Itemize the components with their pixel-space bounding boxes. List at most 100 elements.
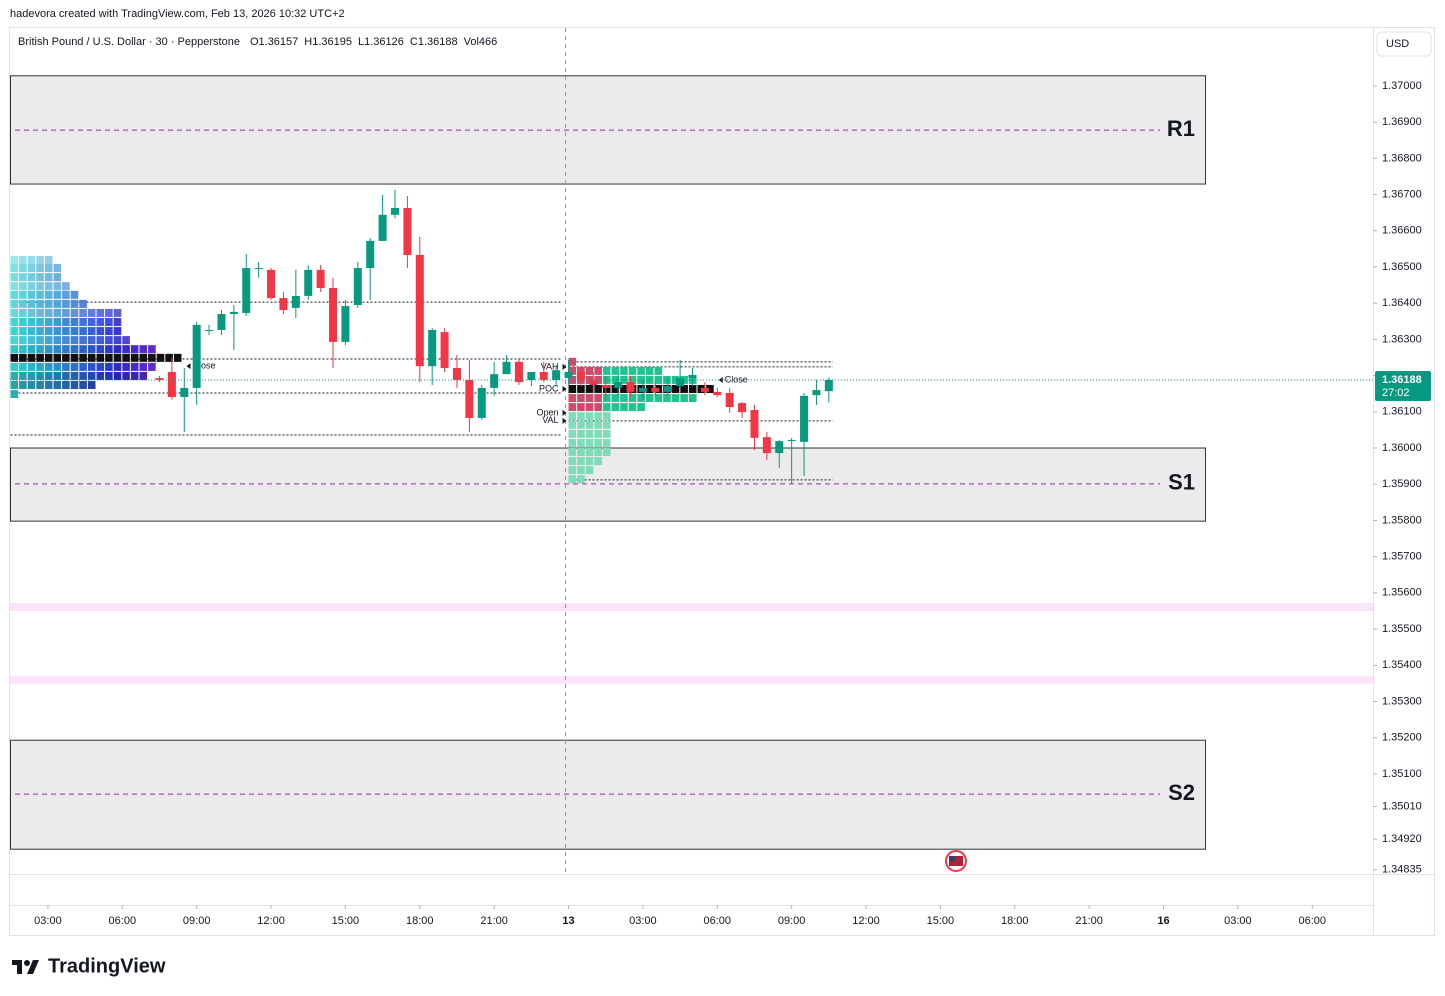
candle-body	[155, 378, 164, 380]
profile-cell	[130, 345, 139, 354]
profile-cell	[36, 256, 44, 265]
profile-cell	[620, 403, 628, 412]
candle-body	[713, 391, 722, 396]
y-tick-label: 1.34835	[1382, 864, 1422, 876]
x-tick-label: 16	[1157, 915, 1169, 927]
volume-value: 466	[479, 36, 497, 48]
profile-cell	[105, 327, 113, 336]
candle-body	[738, 403, 747, 413]
profile-cell	[62, 381, 70, 390]
ohlc-key: O	[250, 36, 259, 48]
profile-cell	[585, 466, 594, 475]
candle-body	[415, 255, 424, 367]
candle-body	[638, 387, 647, 392]
profile-cell	[53, 290, 62, 299]
profile-cell	[19, 299, 27, 308]
profile-row	[568, 475, 585, 484]
ohlc-value: 1.36157	[259, 36, 299, 48]
profile-cell	[27, 353, 36, 362]
profile-cell	[113, 336, 122, 345]
profile-cell	[10, 362, 19, 371]
x-tick-label: 18:00	[1001, 915, 1029, 927]
profile-cell	[654, 366, 663, 375]
candle-body	[651, 387, 660, 392]
price-tag	[1375, 370, 1431, 401]
profile-cell	[27, 336, 36, 345]
candle-body	[180, 387, 189, 397]
marker-arrow	[718, 376, 723, 383]
profile-cell	[113, 371, 122, 380]
profile-cell	[36, 290, 44, 299]
profile-cell	[577, 466, 585, 475]
y-tick-label: 1.36300	[1382, 333, 1422, 345]
candle-body	[378, 214, 387, 241]
title: British Pound / U.S. Dollar · 30 · Peppe…	[18, 36, 240, 48]
candle-body	[254, 268, 263, 270]
profile-cell	[594, 366, 602, 375]
profile-cell	[96, 327, 105, 336]
profile-cell	[27, 290, 36, 299]
profile-cell	[611, 375, 620, 384]
candle-body	[403, 207, 412, 256]
profile-cell	[113, 308, 122, 317]
profile-cell	[27, 264, 36, 273]
profile-cell	[70, 371, 79, 380]
profile-cell	[577, 403, 585, 412]
profile-cell	[44, 282, 53, 291]
profile-cell	[594, 384, 602, 393]
profile-cell	[577, 384, 585, 393]
logo-mark	[12, 960, 39, 974]
profile-cell	[602, 403, 611, 412]
profile-cell	[53, 308, 62, 317]
y-tick-label: 1.34920	[1382, 833, 1422, 845]
profile-cell	[44, 308, 53, 317]
profile-cell	[36, 353, 44, 362]
x-tick-label: 12:00	[852, 915, 880, 927]
profile-cell	[79, 327, 87, 336]
profile-cell	[27, 299, 36, 308]
logo-dot	[24, 960, 30, 966]
flag-canton	[949, 856, 955, 861]
profile-cell	[53, 264, 62, 273]
profile-cell	[585, 429, 594, 438]
profile-cell	[568, 412, 577, 421]
candle-body	[267, 269, 276, 299]
marker-label: VAL	[542, 415, 558, 425]
marker-label: POC	[539, 383, 559, 393]
profile-cell	[594, 438, 602, 447]
profile-cell	[637, 366, 645, 375]
attribution: hadevora created with TradingView.com, F…	[10, 8, 345, 20]
profile-row	[568, 420, 611, 429]
profile-cell	[611, 366, 620, 375]
x-tick-label: 15:00	[332, 915, 360, 927]
profile-cell	[654, 394, 663, 403]
profile-cell	[602, 412, 611, 421]
profile-cell	[113, 327, 122, 336]
profile-cell	[156, 353, 165, 362]
profile-cell	[79, 308, 87, 317]
marker-label: VAH	[541, 361, 559, 371]
profile-row	[10, 256, 53, 265]
profile-cell	[577, 420, 585, 429]
profile-cell	[105, 345, 113, 354]
profile-cell	[44, 327, 53, 336]
currency[interactable]: USD	[1386, 38, 1409, 50]
profile-cell	[585, 420, 594, 429]
profile-cell	[602, 429, 611, 438]
profile-cell	[577, 447, 585, 456]
currency-button[interactable]	[1376, 31, 1432, 57]
profile-cell	[19, 381, 27, 390]
pink-band	[10, 676, 1373, 685]
profile-cell	[577, 438, 585, 447]
profile-cell	[19, 327, 27, 336]
profile-cell	[594, 429, 602, 438]
profile-cell	[19, 264, 27, 273]
marker-label: Open	[537, 407, 559, 417]
profile-cell	[10, 336, 19, 345]
profile-cell	[10, 345, 19, 354]
ohlc: O1.36157 H1.36195 L1.36126 C1.36188 Vol466	[250, 36, 497, 48]
profile-cell	[36, 299, 44, 308]
zone-label: S2	[1168, 780, 1195, 805]
profile-cell	[10, 318, 19, 327]
